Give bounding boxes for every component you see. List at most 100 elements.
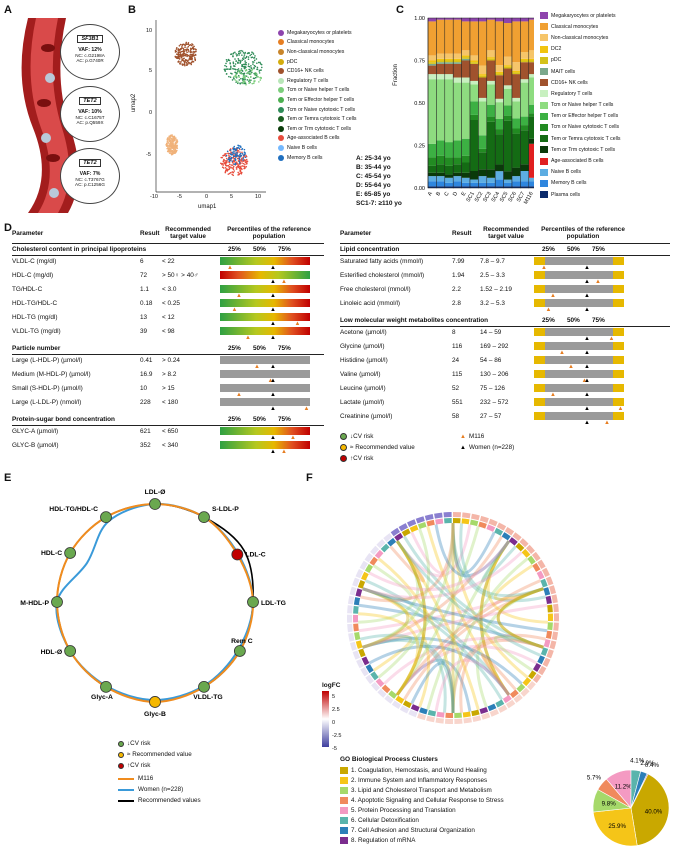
bar-segment xyxy=(520,21,529,52)
umap-point xyxy=(228,156,231,159)
y-tick-label: 0.75 xyxy=(414,59,425,65)
umap-point xyxy=(258,81,260,83)
umap-point xyxy=(256,68,259,71)
go-label: 7. Cell Adhesion and Structural Organiza… xyxy=(351,826,475,834)
umap-point xyxy=(249,72,251,75)
chord-segment xyxy=(384,694,394,704)
chord-segment xyxy=(353,623,359,632)
bar-segment xyxy=(528,74,534,78)
legend-label: Memory B cells xyxy=(551,180,587,187)
bar-segment xyxy=(528,138,534,144)
umap-point xyxy=(189,58,191,61)
m116-marker-icon: ▲ xyxy=(303,406,310,412)
bar-segment xyxy=(436,62,445,64)
param-name: HDL-TG (mg/dl) xyxy=(12,314,58,321)
bar-segment xyxy=(428,176,437,182)
result-value: 2.2 xyxy=(452,286,461,293)
umap-point xyxy=(253,57,255,59)
bar-segment xyxy=(444,186,454,188)
umap-point xyxy=(182,59,184,61)
bar-segment xyxy=(478,97,487,102)
bar-segment xyxy=(461,172,470,178)
chord-segment xyxy=(454,712,462,718)
umap-point xyxy=(177,51,179,54)
umap-point xyxy=(174,49,177,52)
bar-segment xyxy=(528,186,534,188)
bar-segment xyxy=(486,177,496,183)
result-value: 24 xyxy=(452,357,460,364)
umap-point xyxy=(167,145,169,148)
umap-point xyxy=(241,69,244,72)
umap-point xyxy=(238,147,241,150)
umap-point xyxy=(181,63,184,65)
bar-segment xyxy=(528,62,534,75)
umap-point xyxy=(245,55,248,58)
bar-segment xyxy=(478,75,487,78)
radar-node xyxy=(149,498,161,510)
chord-segment xyxy=(553,622,559,631)
bar-segment xyxy=(453,140,462,158)
chord-segment xyxy=(383,533,393,542)
umap-point xyxy=(234,155,236,158)
umap-point xyxy=(245,75,247,77)
age-group: C: 45-54 yo xyxy=(356,173,391,180)
chord-segment xyxy=(361,571,369,581)
legend-label: Memory B cells xyxy=(287,154,323,161)
umap-point xyxy=(252,77,255,80)
umap-point xyxy=(223,68,226,71)
umap-point xyxy=(251,82,254,85)
umap-point xyxy=(234,163,237,166)
women-marker-icon: ▲ xyxy=(270,293,276,299)
umap-point xyxy=(246,160,249,163)
triangle-icon: ▲ xyxy=(460,433,466,440)
legend-swatch-icon xyxy=(540,12,548,20)
bar-segment xyxy=(495,186,504,188)
women-marker-icon: ▲ xyxy=(270,279,276,285)
bar-segment xyxy=(495,98,504,103)
chord-segment xyxy=(360,667,369,677)
radar-node-label: Glyc-A xyxy=(91,694,113,701)
legend-label: ↑CV risk xyxy=(350,455,374,462)
umap-point xyxy=(188,50,190,53)
umap-point xyxy=(252,53,255,55)
women-marker-icon: ▲ xyxy=(270,265,276,271)
legend-entry: Non-classical monocytes xyxy=(540,32,620,43)
percentile-bar xyxy=(220,441,310,449)
bar-segment xyxy=(428,79,437,144)
legend-entry: pDC xyxy=(540,55,620,66)
target-value: 27 – 57 xyxy=(480,413,502,420)
chord-segment xyxy=(391,700,402,709)
chord-segment xyxy=(352,577,360,587)
umap-point xyxy=(228,75,230,78)
women-marker-icon: ▲ xyxy=(584,350,590,356)
bar-segment xyxy=(461,186,470,188)
chord-link xyxy=(496,587,544,649)
percentile-bar xyxy=(220,356,310,364)
umap-point xyxy=(191,51,193,53)
bar-segment xyxy=(520,60,529,63)
bar-segment xyxy=(453,63,462,78)
pie-label: 2.9% xyxy=(640,760,655,767)
bar-segment xyxy=(444,62,454,64)
y-tick-label: 0.25 xyxy=(414,144,425,150)
vaf-text: VAF: 10% xyxy=(78,109,102,115)
umap-point xyxy=(228,154,230,157)
umap-point xyxy=(229,62,232,65)
bar-segment xyxy=(478,135,487,149)
chord-segment xyxy=(502,694,512,704)
chord-segment xyxy=(370,671,379,681)
percentile-bar xyxy=(220,299,310,307)
umap-point xyxy=(225,154,228,157)
bar-segment xyxy=(436,181,445,187)
legend-entry: Tem or Temra cytotoxic T cells xyxy=(278,114,356,124)
bar-segment xyxy=(503,85,512,89)
chord-segment xyxy=(487,703,497,712)
x-tick-label: M116 xyxy=(523,191,534,205)
umap-point xyxy=(250,56,253,59)
umap-point xyxy=(170,149,172,151)
bar-segment xyxy=(461,77,470,83)
legend-dot-icon xyxy=(278,87,284,94)
bar-segment xyxy=(428,63,437,66)
risk-dot-icon xyxy=(340,433,347,440)
legend-swatch-icon xyxy=(540,90,548,98)
